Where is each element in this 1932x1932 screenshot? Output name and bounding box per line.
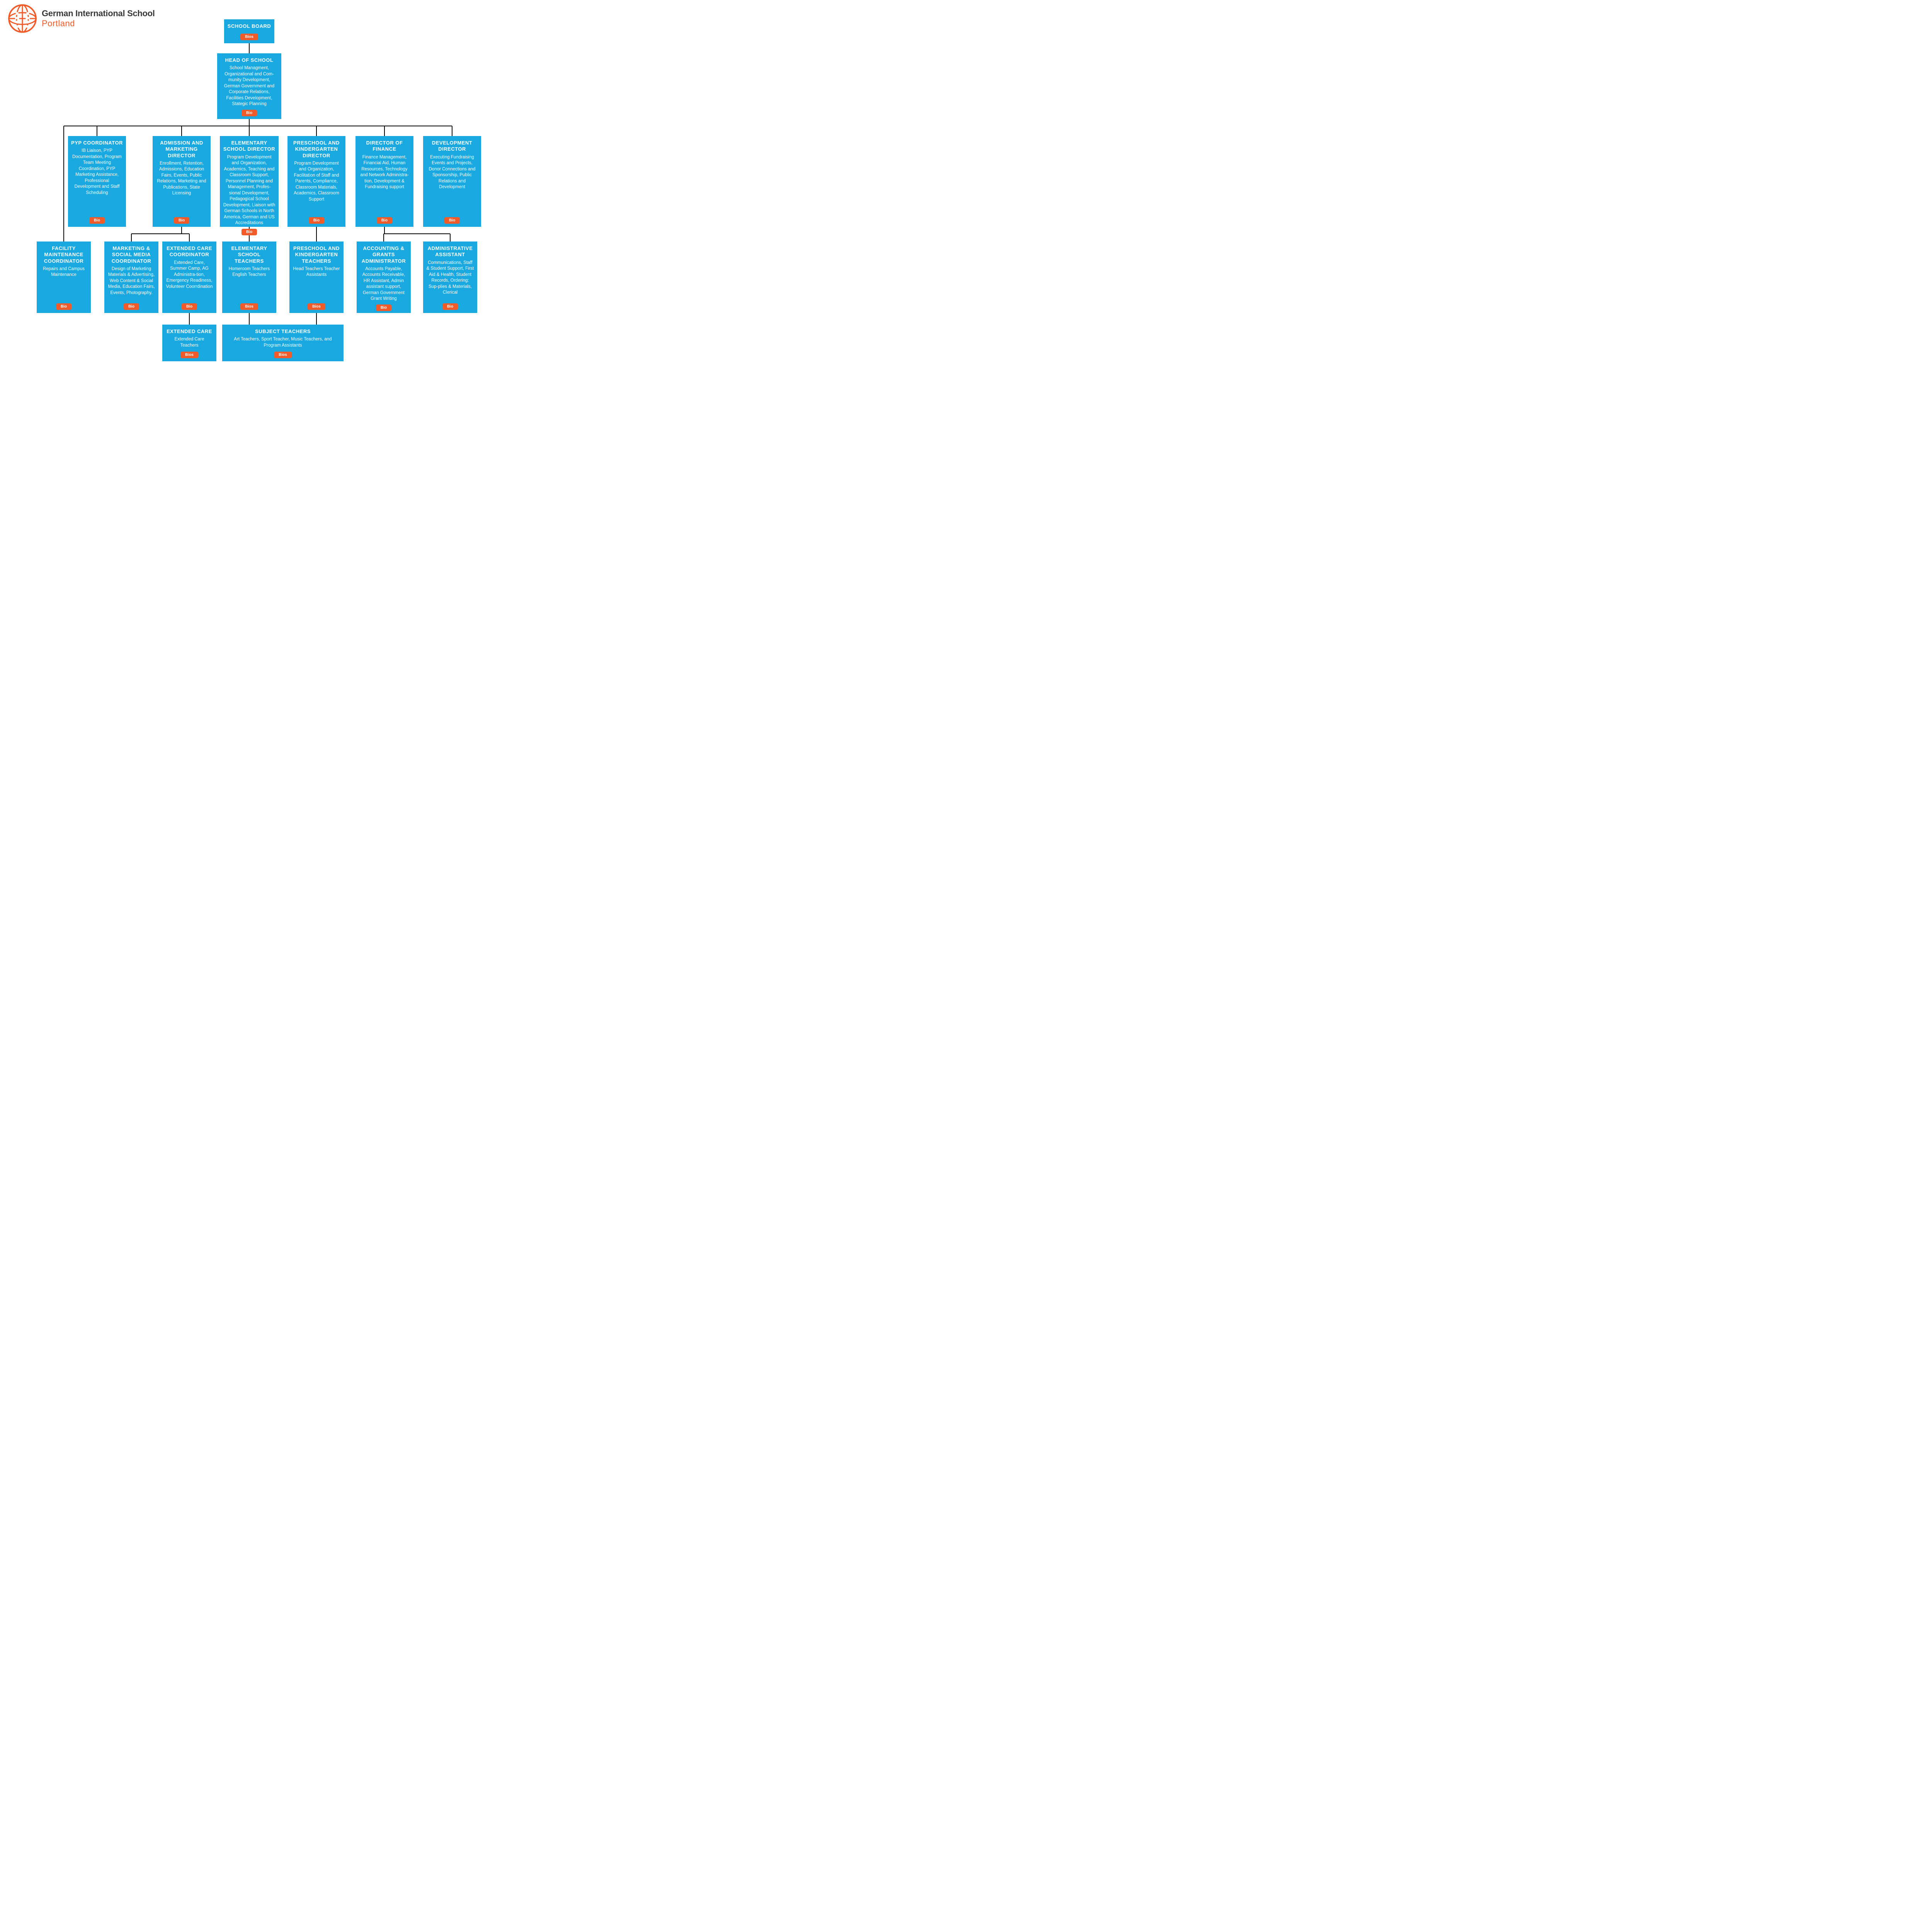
node-description: Executing Fundraising Events and Project… — [426, 155, 478, 215]
node-title: ADMINISTRATIVE ASSISTANT — [426, 245, 474, 258]
bio-button[interactable]: Bio — [444, 217, 460, 224]
bio-button[interactable]: Bio — [377, 217, 392, 224]
org-node-finance: DIRECTOR OF FINANCE Finance Management, F… — [355, 136, 413, 227]
node-description: Art Teachers, Sport Teacher, Music Teach… — [225, 337, 340, 349]
bio-button[interactable]: Bio — [174, 217, 189, 224]
org-node-development: DEVELOPMENT DIRECTOR Executing Fundraisin… — [423, 136, 481, 227]
node-description: Repairs and Campus Maintenance — [40, 266, 88, 301]
bio-button[interactable]: Bios — [308, 303, 325, 310]
node-title: PRESCHOOL AND KINDERGARTEN DIRECTOR — [291, 140, 342, 159]
bio-button[interactable]: Bio — [376, 304, 391, 311]
bio-button[interactable]: Bio — [124, 303, 139, 310]
bio-button[interactable]: Bio — [442, 303, 458, 310]
bio-button[interactable]: Bio — [56, 303, 71, 310]
org-node-marketing: MARKETING & SOCIAL MEDIA COORDINATOR Desi… — [104, 242, 158, 313]
node-description: Finance Management, Financial Aid, Human… — [359, 155, 410, 215]
globe-icon — [8, 4, 37, 33]
node-description: Communications, Staff & Student Support,… — [426, 260, 474, 301]
node-description: Head Teachers Teacher Assistants — [293, 266, 340, 301]
org-node-pyp: PYP COORDINATOR IB Liaison, PYP Documenta… — [68, 136, 126, 227]
org-node-pre-teachers: PRESCHOOL AND KINDERGARTEN TEACHERS Head … — [289, 242, 344, 313]
org-node-admission: ADMISSION AND MARKETING DIRECTOR Enrollme… — [153, 136, 211, 227]
org-node-extended-coord: EXTENDED CARE COORDINATOR Extended Care, … — [162, 242, 216, 313]
bio-button[interactable]: Bios — [240, 303, 258, 310]
org-node-head-of-school: HEAD OF SCHOOL School Managment, Organiza… — [217, 53, 281, 119]
node-title: HEAD OF SCHOOL — [225, 57, 274, 63]
school-logo: German International School Portland — [8, 4, 155, 33]
node-title: PYP COORDINATOR — [71, 140, 123, 146]
node-description: Extended Care, Summer Camp, AG Administr… — [165, 260, 213, 301]
node-title: ELEMENTARY SCHOOL TEACHERS — [225, 245, 273, 264]
bio-button[interactable]: Bio — [242, 229, 257, 235]
bio-button[interactable]: Bio — [242, 110, 257, 116]
node-title: EXTENDED CARE COORDINATOR — [165, 245, 213, 258]
node-title: FACILITY MAINTENANCE COORDINATOR — [40, 245, 88, 264]
node-title: SCHOOL BOARD — [228, 23, 271, 29]
node-description: Accounts Payable, Accounts Receivable, H… — [360, 266, 408, 302]
node-description: IB Liaison, PYP Documentation, Program T… — [71, 148, 123, 215]
node-title: EXTENDED CARE — [167, 328, 212, 335]
logo-text: German International School Portland — [42, 9, 155, 29]
logo-line2: Portland — [42, 19, 155, 29]
bio-button[interactable]: Bio — [309, 217, 324, 224]
node-title: ACCOUNTING & GRANTS ADMINISTRATOR — [360, 245, 408, 264]
node-title: ADMISSION AND MARKETING DIRECTOR — [156, 140, 207, 159]
node-title: ELEMENTARY SCHOOL DIRECTOR — [223, 140, 276, 153]
node-title: MARKETING & SOCIAL MEDIA COORDINATOR — [107, 245, 155, 264]
org-node-facility: FACILITY MAINTENANCE COORDINATOR Repairs … — [37, 242, 91, 313]
bio-button[interactable]: Bios — [240, 34, 258, 40]
org-node-admin-asst: ADMINISTRATIVE ASSISTANT Communications, … — [423, 242, 477, 313]
org-node-subject-teachers: SUBJECT TEACHERS Art Teachers, Sport Teac… — [222, 325, 344, 361]
org-node-school-board: SCHOOL BOARD Bios — [224, 19, 274, 43]
bio-button[interactable]: Bios — [274, 352, 292, 358]
node-title: SUBJECT TEACHERS — [255, 328, 311, 335]
node-description: Program Development and Organization, Ac… — [223, 155, 276, 226]
bio-button[interactable]: Bio — [89, 217, 105, 224]
node-description: Enrollment, Retention, Admissions, Educa… — [156, 161, 207, 215]
node-description: School Managment, Organizational and Com… — [220, 65, 278, 107]
org-node-elementary-dir: ELEMENTARY SCHOOL DIRECTOR Program Develo… — [220, 136, 279, 227]
org-node-extended-care: EXTENDED CARE Extended Care Teachers Bios — [162, 325, 216, 361]
node-title: DIRECTOR OF FINANCE — [359, 140, 410, 153]
node-title: PRESCHOOL AND KINDERGARTEN TEACHERS — [293, 245, 340, 264]
node-title: DEVELOPMENT DIRECTOR — [426, 140, 478, 153]
org-node-accounting: ACCOUNTING & GRANTS ADMINISTRATOR Account… — [357, 242, 411, 313]
node-description: Homeroom Teachers English Teachers — [225, 266, 273, 301]
node-description: Extended Care Teachers — [165, 337, 213, 349]
org-node-elem-teachers: ELEMENTARY SCHOOL TEACHERS Homeroom Teach… — [222, 242, 276, 313]
bio-button[interactable]: Bio — [182, 303, 197, 310]
node-description: Program Development and Organization, Fa… — [291, 161, 342, 215]
node-description: Design of Marketing Materials & Advertis… — [107, 266, 155, 301]
bio-button[interactable]: Bios — [180, 352, 198, 358]
logo-line1: German International School — [42, 9, 155, 19]
org-node-preschool-dir: PRESCHOOL AND KINDERGARTEN DIRECTOR Progr… — [287, 136, 345, 227]
